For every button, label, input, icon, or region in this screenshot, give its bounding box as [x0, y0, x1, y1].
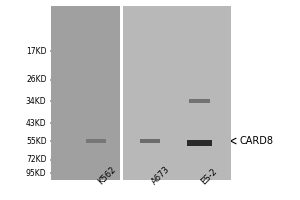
- Text: A673: A673: [150, 164, 172, 186]
- Text: 26KD: 26KD: [26, 75, 46, 84]
- Text: K562: K562: [96, 165, 118, 186]
- Text: 55KD: 55KD: [26, 136, 46, 146]
- Text: CARD8: CARD8: [240, 136, 274, 146]
- Text: 95KD: 95KD: [26, 168, 46, 178]
- Text: 34KD: 34KD: [26, 97, 46, 106]
- Text: 17KD: 17KD: [26, 46, 46, 55]
- Text: 43KD: 43KD: [26, 118, 46, 128]
- Text: 72KD: 72KD: [26, 156, 46, 164]
- Text: ES-2: ES-2: [200, 166, 219, 186]
